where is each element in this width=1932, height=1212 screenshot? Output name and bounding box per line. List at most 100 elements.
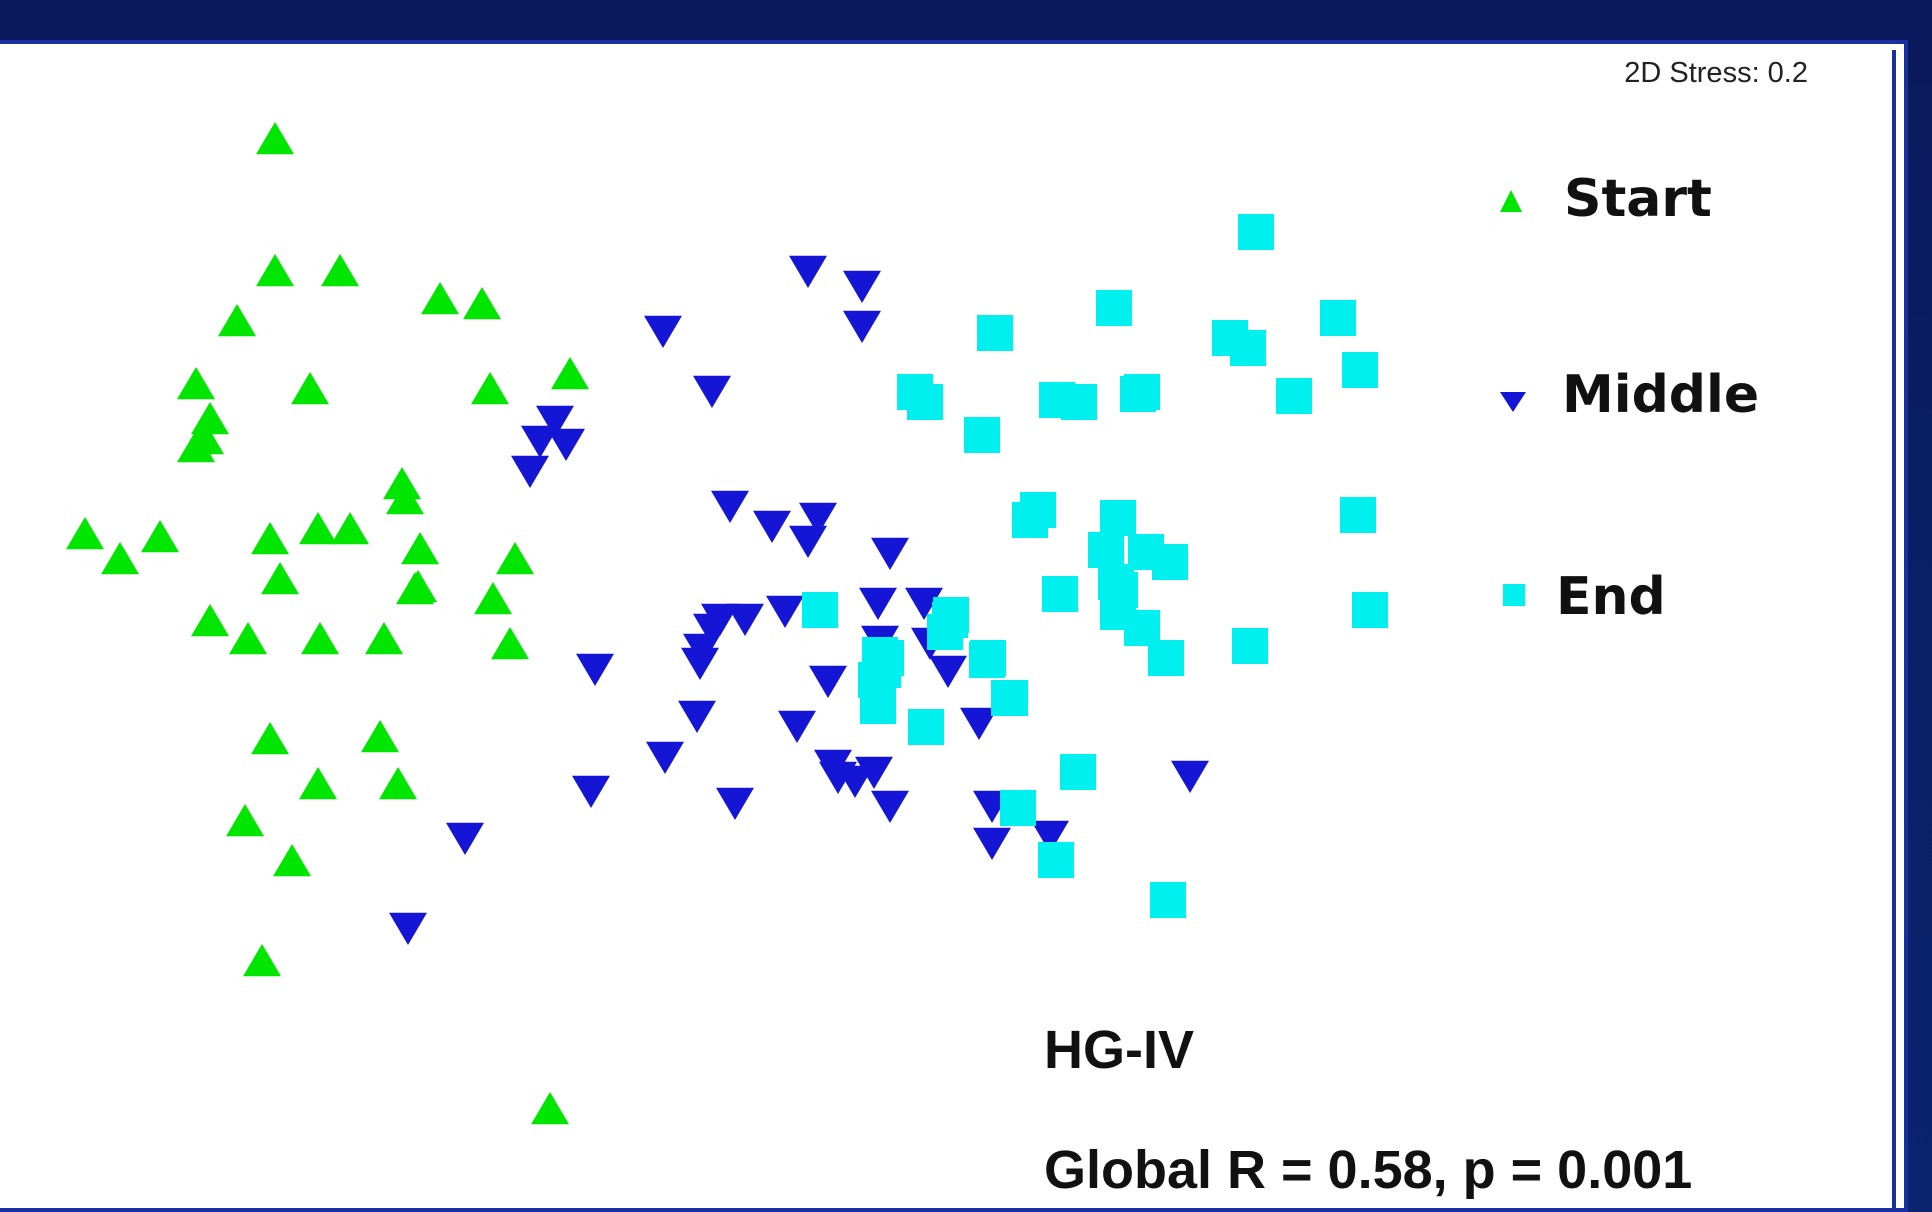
point-start-0 xyxy=(256,121,294,155)
point-end-19 xyxy=(1088,532,1124,568)
legend-marker-end xyxy=(1503,584,1525,606)
point-middle-3 xyxy=(644,315,682,349)
point-end-44 xyxy=(1060,754,1096,790)
point-end-30 xyxy=(932,602,968,638)
point-middle-35 xyxy=(836,765,874,799)
point-end-16 xyxy=(1020,492,1056,528)
point-start-12 xyxy=(177,429,215,463)
point-end-12 xyxy=(964,417,1000,453)
point-middle-23 xyxy=(681,647,719,681)
legend-label-end: End xyxy=(1556,567,1666,627)
point-middle-10 xyxy=(753,510,791,544)
point-start-38 xyxy=(243,943,281,977)
legend-marker-middle xyxy=(1500,392,1526,412)
point-end-21 xyxy=(1152,544,1188,580)
point-middle-24 xyxy=(683,633,721,667)
point-middle-39 xyxy=(1171,760,1209,794)
point-start-30 xyxy=(365,621,403,655)
point-start-16 xyxy=(66,516,104,550)
point-start-13 xyxy=(383,466,421,500)
point-middle-34 xyxy=(814,749,852,783)
point-end-46 xyxy=(1038,842,1074,878)
point-end-5 xyxy=(1320,300,1356,336)
point-end-42 xyxy=(908,709,944,745)
point-middle-29 xyxy=(646,741,684,775)
point-start-33 xyxy=(361,719,399,753)
point-end-35 xyxy=(1148,640,1184,676)
point-middle-7 xyxy=(547,428,585,462)
point-middle-30 xyxy=(572,775,610,809)
point-end-2 xyxy=(977,315,1013,351)
point-middle-25 xyxy=(809,665,847,699)
point-start-26 xyxy=(474,581,512,615)
point-middle-42 xyxy=(446,822,484,856)
point-middle-41 xyxy=(1031,820,1069,854)
point-end-10 xyxy=(1120,376,1156,412)
legend-item-middle: Middle xyxy=(1500,365,1759,425)
point-start-9 xyxy=(551,356,589,390)
point-middle-5 xyxy=(536,405,574,439)
point-middle-15 xyxy=(726,603,764,637)
point-middle-1 xyxy=(843,270,881,304)
point-start-1 xyxy=(256,253,294,287)
point-end-43 xyxy=(992,680,1028,716)
point-start-19 xyxy=(299,511,337,545)
point-start-18 xyxy=(251,521,289,555)
point-start-5 xyxy=(463,286,501,320)
point-middle-27 xyxy=(678,700,716,734)
point-start-7 xyxy=(177,366,215,400)
point-middle-40 xyxy=(973,827,1011,861)
point-middle-8 xyxy=(511,455,549,489)
point-middle-2 xyxy=(843,310,881,344)
point-start-2 xyxy=(321,253,359,287)
point-start-32 xyxy=(251,721,289,755)
point-start-31 xyxy=(491,626,529,660)
point-start-17 xyxy=(101,541,139,575)
legend: Start Middle End xyxy=(1500,169,1759,627)
point-middle-17 xyxy=(766,595,804,629)
point-start-20 xyxy=(331,511,369,545)
point-end-17 xyxy=(1100,500,1136,536)
point-start-37 xyxy=(273,843,311,877)
point-middle-12 xyxy=(789,525,827,559)
point-start-24 xyxy=(396,571,434,605)
annotation-title: HG-IV xyxy=(1044,1020,1194,1080)
point-middle-22 xyxy=(929,655,967,689)
point-end-9 xyxy=(1061,384,1097,420)
point-start-35 xyxy=(379,766,417,800)
point-start-36 xyxy=(226,803,264,837)
point-middle-4 xyxy=(693,375,731,409)
point-middle-19 xyxy=(905,587,943,621)
point-start-3 xyxy=(218,303,256,337)
point-end-14 xyxy=(907,384,943,420)
point-start-14 xyxy=(386,481,424,515)
point-start-25 xyxy=(496,541,534,575)
point-middle-9 xyxy=(711,490,749,524)
point-middle-0 xyxy=(789,255,827,289)
point-middle-37 xyxy=(871,790,909,824)
point-start-4 xyxy=(421,281,459,315)
point-start-6 xyxy=(291,371,329,405)
point-end-27 xyxy=(1352,592,1388,628)
point-start-8 xyxy=(471,371,509,405)
point-end-6 xyxy=(1342,352,1378,388)
point-middle-6 xyxy=(521,425,559,459)
point-end-23 xyxy=(1042,576,1078,612)
point-start-21 xyxy=(401,531,439,565)
point-start-39 xyxy=(531,1091,569,1125)
point-end-29 xyxy=(802,592,838,628)
point-start-10 xyxy=(191,401,229,435)
point-start-15 xyxy=(141,519,179,553)
point-end-0 xyxy=(1238,214,1274,250)
point-middle-16 xyxy=(693,613,731,647)
point-middle-33 xyxy=(960,707,998,741)
point-end-47 xyxy=(1150,882,1186,918)
point-end-18 xyxy=(1340,497,1376,533)
point-start-34 xyxy=(299,766,337,800)
point-end-1 xyxy=(1096,290,1132,326)
point-start-23 xyxy=(261,561,299,595)
point-middle-28 xyxy=(778,710,816,744)
point-start-28 xyxy=(229,621,267,655)
point-end-41 xyxy=(860,688,896,724)
